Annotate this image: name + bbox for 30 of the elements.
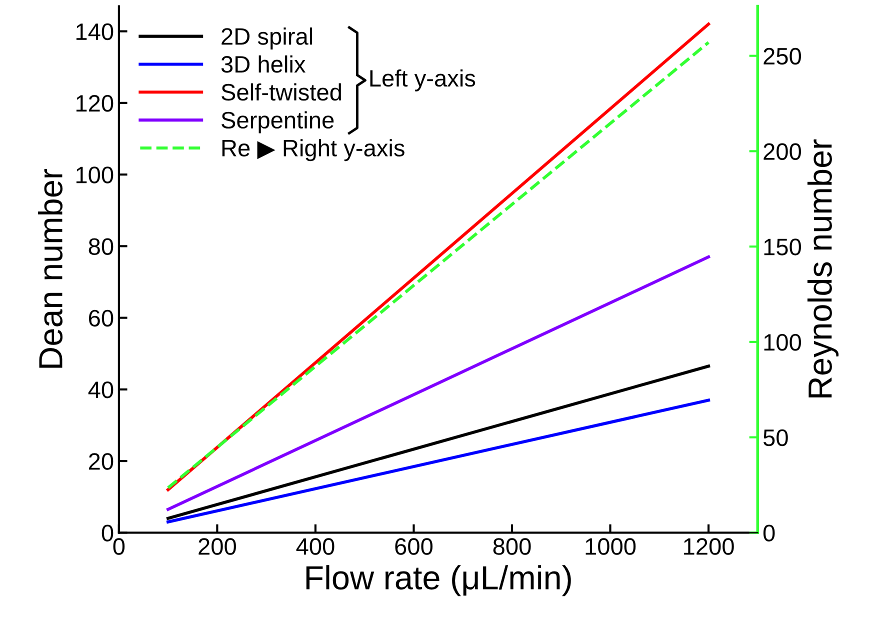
legend-label: Serpentine bbox=[222, 111, 334, 134]
y2-tick-label: 250 bbox=[764, 48, 801, 65]
x-axis-title: Flow rate (μL/min) bbox=[306, 565, 571, 596]
y2-tick-label: 100 bbox=[764, 334, 801, 351]
y-tick-label: 120 bbox=[76, 94, 114, 112]
y-tick-label: 140 bbox=[76, 23, 114, 40]
y2-tick-label: 150 bbox=[764, 238, 801, 256]
annotation: Left y-axis bbox=[370, 69, 476, 92]
legend-label: Re ▶ Right y-axis bbox=[222, 139, 404, 162]
y-tick-label: 20 bbox=[89, 453, 114, 470]
x-tick-label: 1200 bbox=[684, 538, 734, 555]
y-tick-label: 40 bbox=[88, 381, 114, 398]
x-tick-label: 800 bbox=[493, 538, 531, 555]
y2-tick-label: 0 bbox=[763, 524, 775, 542]
y2-axis-title: Reynolds number bbox=[807, 139, 839, 398]
legend-label: Self-twisted bbox=[222, 83, 341, 101]
y-tick-label: 0 bbox=[102, 524, 114, 542]
x-tick-label: 0 bbox=[113, 538, 125, 555]
legend-label: 3D helix bbox=[221, 55, 306, 73]
y-tick-label: 60 bbox=[89, 310, 114, 327]
x-tick-label: 600 bbox=[395, 538, 433, 555]
y2-tick-label: 200 bbox=[764, 143, 801, 160]
y2-tick-label: 50 bbox=[763, 429, 788, 446]
x-tick-label: 200 bbox=[198, 538, 236, 555]
legend-label: 2D spiral bbox=[222, 27, 312, 50]
y-tick-label: 80 bbox=[88, 238, 114, 255]
y-tick-label: 100 bbox=[76, 166, 114, 184]
x-tick-label: 400 bbox=[296, 538, 334, 555]
x-tick-label: 1000 bbox=[586, 538, 636, 555]
y-axis-title: Dean number bbox=[38, 169, 63, 368]
